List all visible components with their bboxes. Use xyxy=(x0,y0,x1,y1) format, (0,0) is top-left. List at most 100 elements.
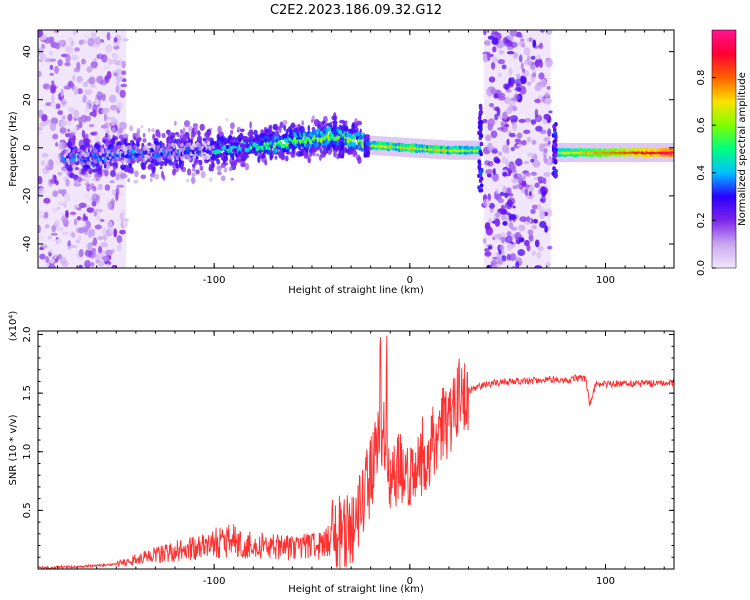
burst-cell xyxy=(478,103,483,109)
noise-cell xyxy=(487,52,491,62)
noise-cell xyxy=(518,118,526,123)
noise-cell xyxy=(484,222,491,231)
noise-cell xyxy=(108,94,117,103)
noise-cell xyxy=(516,173,523,178)
spectral-cell xyxy=(182,127,186,134)
noise-cell xyxy=(502,144,509,154)
noise-cell xyxy=(519,85,527,95)
spectral-cell xyxy=(187,168,192,176)
noise-cell xyxy=(501,237,506,244)
noise-cell xyxy=(482,53,489,63)
noise-cell xyxy=(49,122,57,131)
spectral-cell xyxy=(67,128,70,132)
spectral-cell xyxy=(318,125,323,130)
burst-cell xyxy=(552,127,557,132)
noise-cell xyxy=(492,46,497,53)
ridge-cell xyxy=(144,156,148,161)
noise-cell xyxy=(504,192,509,198)
noise-cell xyxy=(544,91,550,98)
noise-cell xyxy=(119,58,123,67)
noise-cell xyxy=(542,177,547,185)
noise-cell xyxy=(45,256,50,263)
noise-cell xyxy=(94,224,102,230)
noise-cell xyxy=(91,193,99,203)
spectral-cell xyxy=(75,167,79,171)
noise-cell xyxy=(110,116,116,123)
spectral-cell xyxy=(357,156,362,164)
spectral-cell xyxy=(80,170,86,175)
noise-cell xyxy=(509,30,518,37)
colorbar-tick-label: 0.0 xyxy=(696,260,707,276)
spectral-cell xyxy=(105,132,109,138)
ridge-cell xyxy=(102,152,106,158)
noise-cell xyxy=(537,203,542,211)
noise-cell xyxy=(537,246,544,252)
spectral-cell xyxy=(240,163,247,167)
noise-cell xyxy=(494,106,500,112)
noise-cell xyxy=(487,142,493,152)
spectral-cell xyxy=(207,129,211,133)
snr-frame xyxy=(37,330,675,570)
noise-cell xyxy=(61,231,70,235)
spectral-cell xyxy=(274,155,278,160)
noise-cell xyxy=(112,53,119,60)
noise-cell xyxy=(499,244,505,252)
y-tick-label: 40 xyxy=(22,45,33,58)
noise-cell xyxy=(65,54,71,63)
spectral-cell xyxy=(69,172,75,179)
noise-cell xyxy=(38,129,43,136)
noise-cell xyxy=(482,237,487,244)
noise-cell xyxy=(498,250,502,255)
spectral-cell xyxy=(292,127,298,132)
noise-cell xyxy=(506,231,512,238)
noise-cell xyxy=(65,45,73,54)
noise-cell xyxy=(76,207,82,211)
ridge-cell xyxy=(271,139,275,144)
noise-cell xyxy=(97,210,101,214)
noise-cell xyxy=(45,58,51,63)
noise-cell xyxy=(508,67,513,76)
noise-cell xyxy=(523,129,531,134)
ridge-cell xyxy=(114,145,118,150)
spectral-cell xyxy=(230,161,236,166)
noise-cell xyxy=(513,52,518,59)
ridge-cell xyxy=(171,155,175,160)
ridge-cell xyxy=(224,140,228,145)
spectral-cell xyxy=(154,173,160,180)
noise-cell xyxy=(539,129,547,134)
noise-cell xyxy=(496,259,504,265)
spectral-cell xyxy=(140,174,147,180)
noise-cell xyxy=(38,111,43,115)
noise-cell xyxy=(543,113,550,120)
burst-cell xyxy=(478,119,483,125)
noise-cell xyxy=(527,152,535,158)
noise-cell xyxy=(60,115,67,121)
burst-cell xyxy=(553,173,558,178)
snr-series-line xyxy=(38,335,674,569)
colorbar: 0.0 0.2 0.4 0.6 0.8 Normalized spectral ampl… xyxy=(696,29,748,276)
burst-cell xyxy=(477,185,481,190)
noise-cell xyxy=(509,253,517,261)
ridge-cell xyxy=(322,136,327,141)
noise-cell xyxy=(488,103,495,108)
noise-cell xyxy=(108,59,117,65)
y-tick-label: 1.5 xyxy=(22,385,33,401)
noise-cell xyxy=(70,231,75,238)
ridge-cell xyxy=(66,157,70,162)
noise-cell xyxy=(101,108,106,114)
spectral-cell xyxy=(120,164,126,170)
noise-cell xyxy=(482,198,491,207)
noise-cell xyxy=(514,184,522,189)
ridge-cell xyxy=(274,148,278,153)
spectral-cell xyxy=(240,157,246,161)
burst-cell xyxy=(554,169,558,174)
ridge-cell xyxy=(158,157,162,162)
noise-cell xyxy=(59,127,67,134)
ridge-cell xyxy=(305,143,309,149)
noise-cell xyxy=(55,103,61,109)
noise-cell xyxy=(105,249,113,256)
spectral-cell xyxy=(159,166,163,170)
ridge-cell xyxy=(122,147,126,152)
noise-cell xyxy=(74,179,79,185)
noise-cell xyxy=(78,235,82,241)
